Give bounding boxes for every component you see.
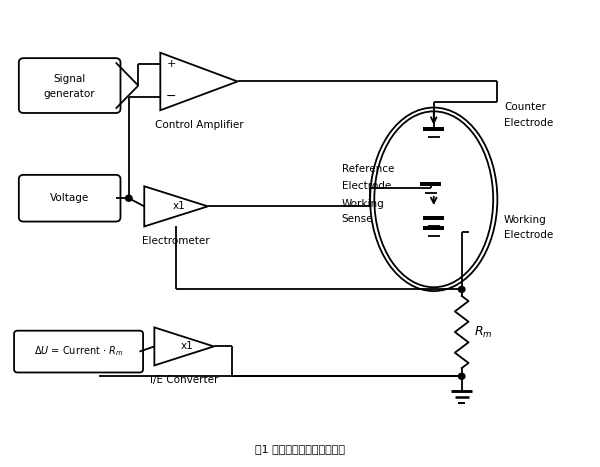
Text: Reference: Reference [341,164,394,175]
Text: I/E Converter: I/E Converter [150,375,218,384]
Text: −: − [166,90,176,103]
Text: x1: x1 [173,201,185,212]
Text: Electrode: Electrode [504,230,553,240]
Text: Voltage: Voltage [50,193,89,203]
Text: 图1 电化学工作站简化示意图: 图1 电化学工作站简化示意图 [255,444,345,454]
Text: Electrode: Electrode [504,118,553,128]
Text: Counter: Counter [504,102,546,112]
Text: generator: generator [44,89,95,99]
Text: Electrometer: Electrometer [142,235,210,246]
Circle shape [458,373,465,379]
Text: x1: x1 [181,341,193,352]
Text: Control Amplifier: Control Amplifier [155,120,243,130]
Text: Signal: Signal [53,74,86,84]
Text: Working: Working [504,215,547,225]
Text: $\Delta U$ = Current $\cdot$ $R_m$: $\Delta U$ = Current $\cdot$ $R_m$ [34,345,123,359]
Text: Sense: Sense [341,214,373,224]
Circle shape [458,286,465,292]
Text: Electrode: Electrode [341,181,391,191]
Circle shape [125,195,132,201]
Text: +: + [166,58,176,69]
Text: $R_m$: $R_m$ [473,325,492,340]
Text: Working: Working [341,198,385,209]
